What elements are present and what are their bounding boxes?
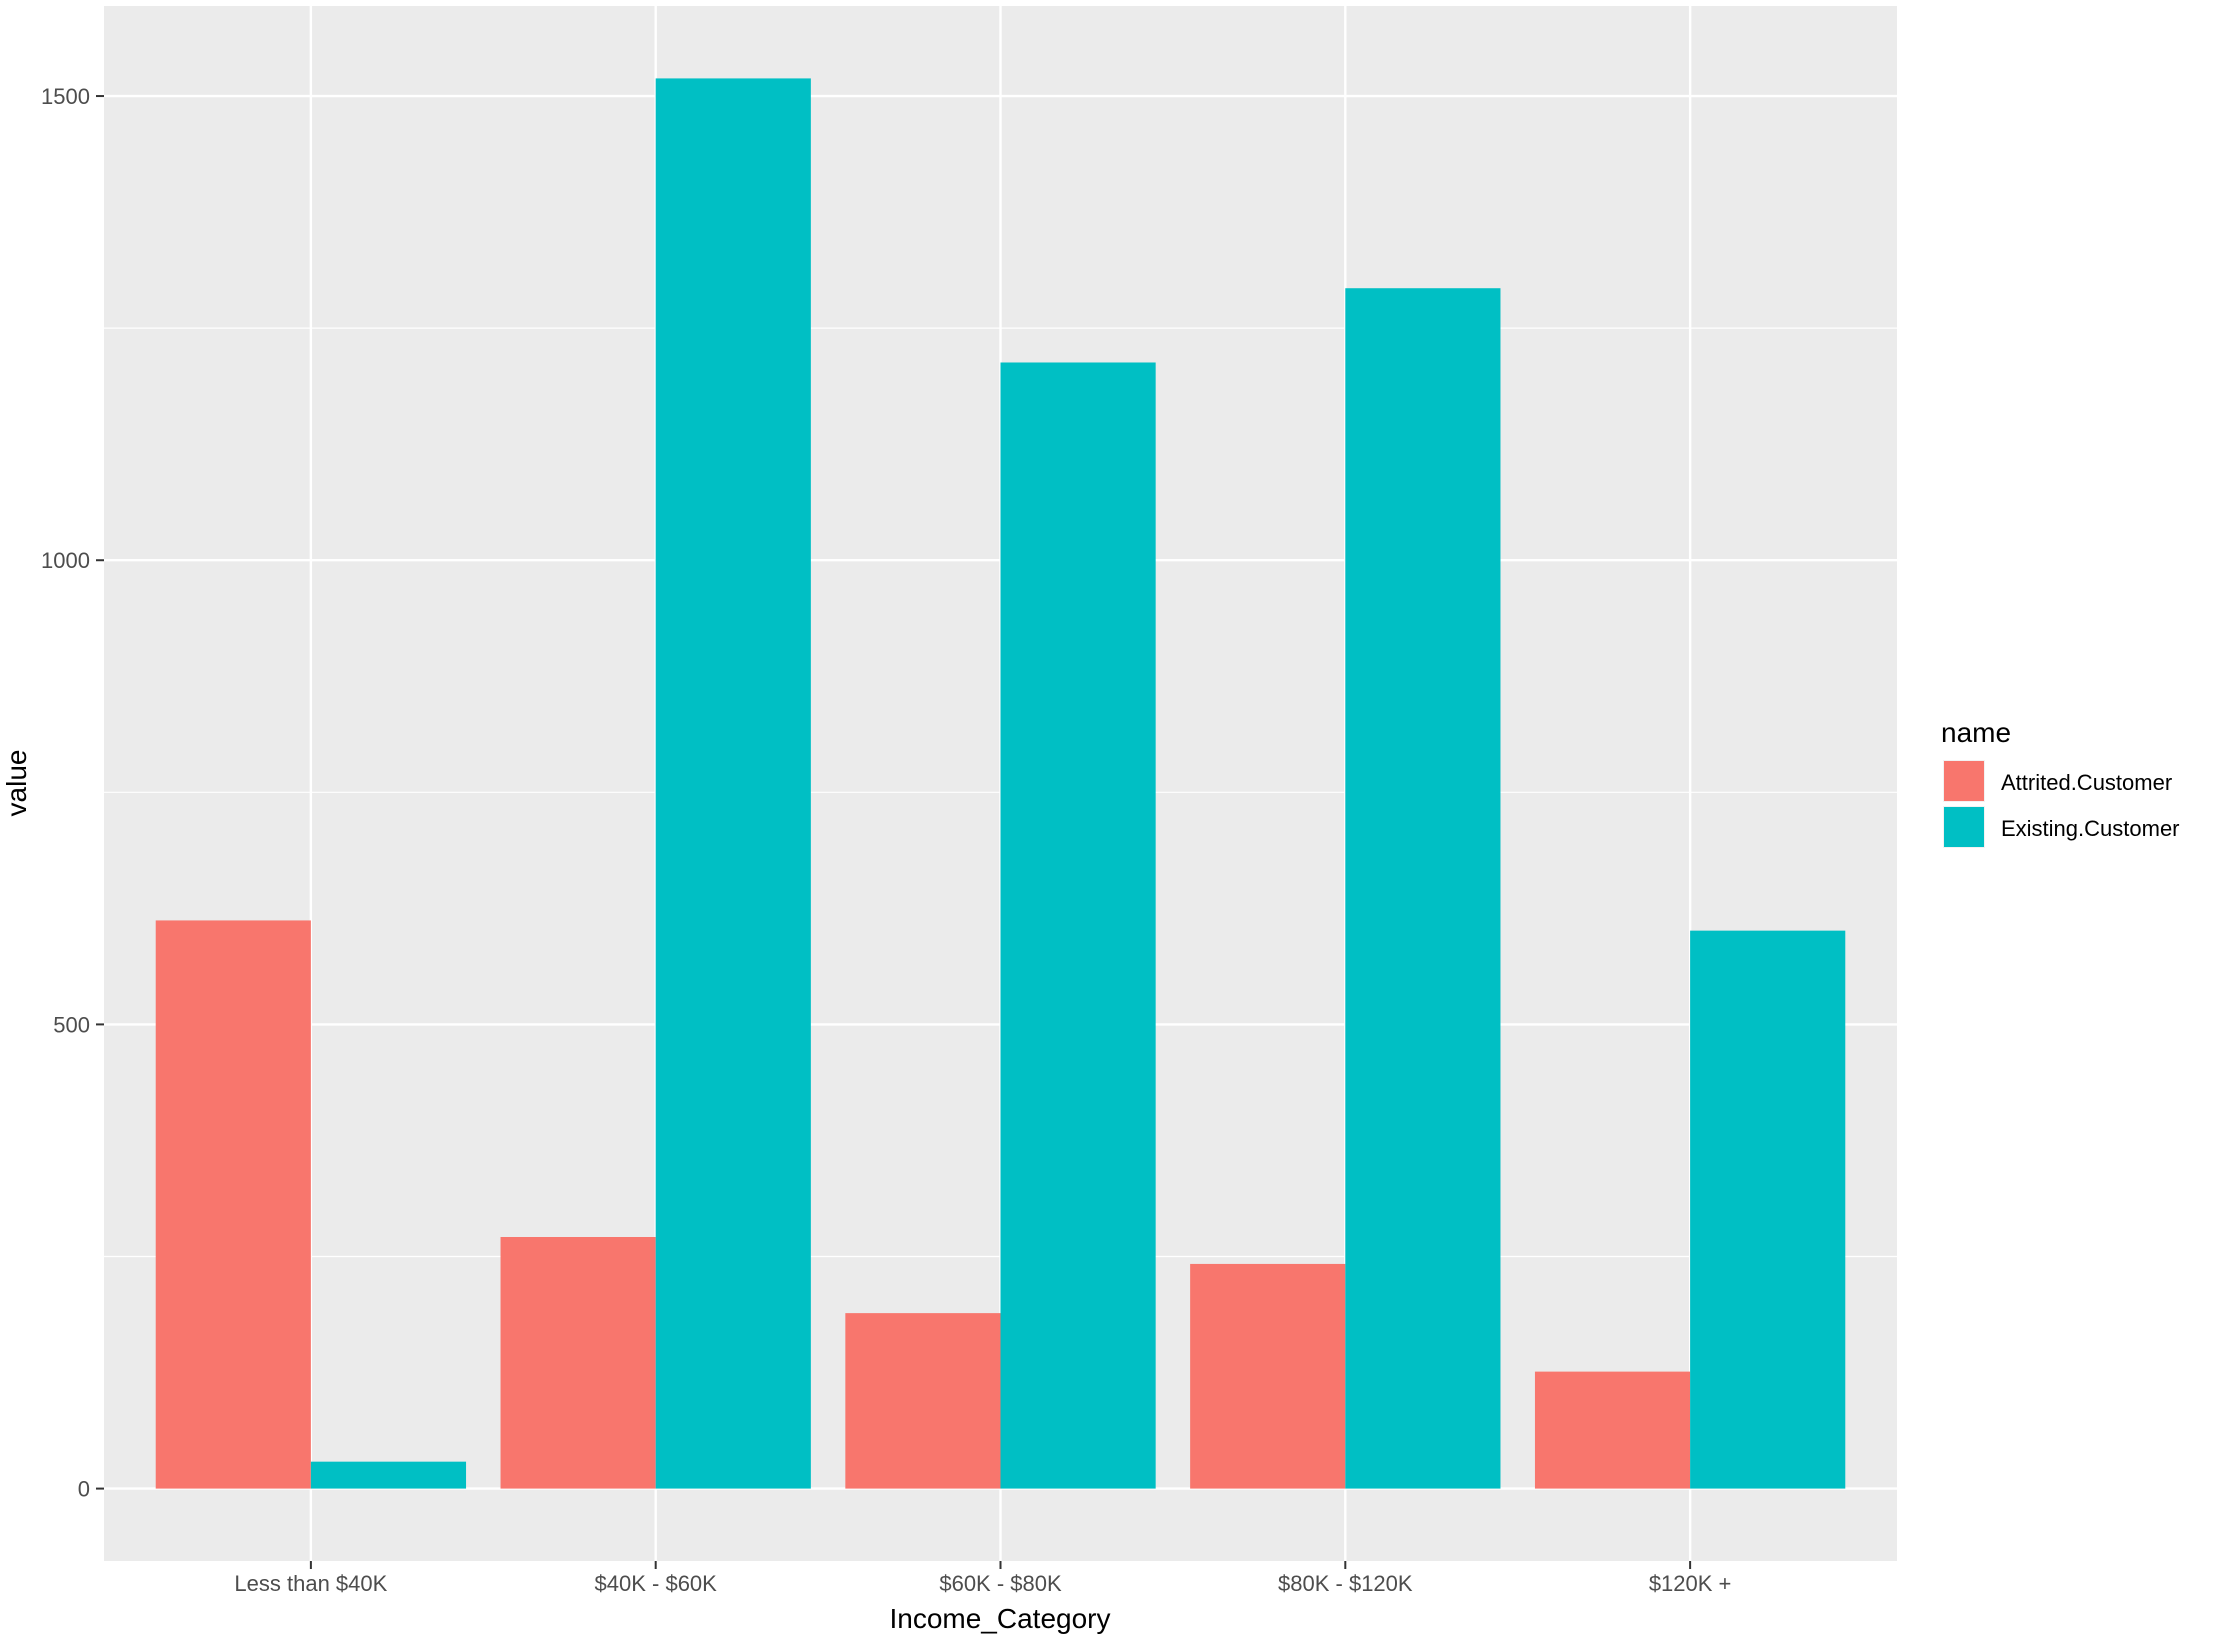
legend-key [1944,807,1984,847]
legend-title: name [1941,717,2011,748]
bar-attrited-customer [1190,1263,1346,1489]
x-tick-label: $80K - $120K [1278,1571,1413,1596]
x-axis-title: Income_Category [889,1603,1110,1634]
bar-existing-customer [655,78,811,1489]
x-axis: Less than $40K $40K - $60K $60K - $80K $80K… [234,1561,1731,1596]
y-tick-label: 0 [78,1477,90,1502]
y-tick-label: 500 [53,1012,90,1037]
y-tick-label: 1000 [41,548,90,573]
legend-key [1944,761,1984,801]
y-axis: 0 500 1000 1500 [41,84,104,1502]
bar-existing-customer [1000,362,1156,1489]
legend: name Attrited.Customer Existing.Customer [1941,717,2180,848]
bar-existing-customer [1690,930,1846,1489]
bar-attrited-customer [845,1313,1001,1489]
y-axis-title: value [1,750,32,817]
bar-existing-customer [310,1461,467,1489]
x-tick-label: $40K - $60K [595,1571,718,1596]
bar-attrited-customer [1534,1371,1691,1489]
bars [155,78,1846,1489]
bar-attrited-customer [155,920,311,1489]
x-tick-label: $120K + [1649,1571,1732,1596]
y-tick-label: 1500 [41,84,90,109]
legend-label: Existing.Customer [2001,816,2180,841]
x-tick-label: $60K - $80K [939,1571,1062,1596]
x-tick-label: Less than $40K [234,1571,387,1596]
bar-existing-customer [1345,288,1501,1489]
legend-label: Attrited.Customer [2001,770,2172,795]
bar-attrited-customer [500,1237,656,1489]
